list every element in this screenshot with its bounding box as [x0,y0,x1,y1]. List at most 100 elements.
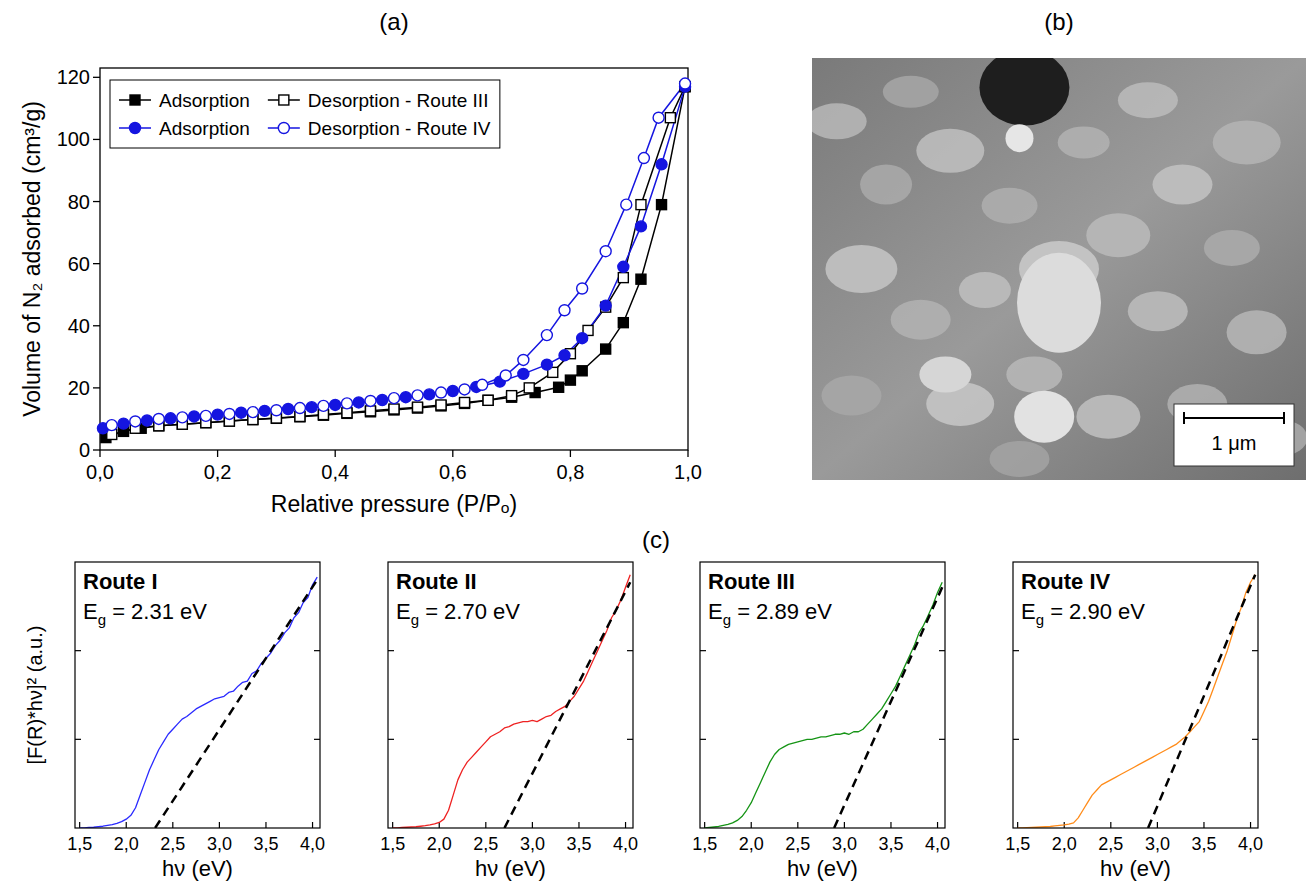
grain [1128,291,1188,331]
x-tick-label: 2,5 [473,834,498,854]
particle [919,357,971,393]
spectrum-line [393,575,631,828]
data-point [477,379,488,390]
data-point [657,200,667,210]
x-tick [704,822,705,828]
data-point [665,113,675,123]
data-point [189,411,200,422]
y-tick [939,739,945,740]
x-tick-label: 3,0 [832,834,857,854]
y-tick [1252,650,1258,651]
panel-a: (a)0,00,20,40,60,81,0020406080100120Rela… [19,8,702,517]
series-lines [103,84,685,438]
x-axis-title: hν (eV) [475,856,546,881]
image-background [812,58,1306,480]
grain [1076,395,1140,439]
x-tick-label: 2,0 [114,834,139,854]
x-tick-label: 0,0 [86,461,114,483]
data-point [577,366,587,376]
x-tick [751,822,752,828]
data-point [559,305,570,316]
y-tick [1013,650,1019,651]
x-tick [172,822,173,828]
data-point [365,407,375,417]
y-tick [1013,739,1019,740]
sem-image [812,58,1306,480]
legend-box [110,80,500,148]
data-point [294,403,305,414]
data-point [353,397,364,408]
data-point [318,400,329,411]
x-axis-title: hν (eV) [1100,856,1171,881]
data-point [500,370,511,381]
grain [825,245,897,293]
legend: AdsorptionDesorption - Route IIIAdsorpti… [110,80,500,148]
data-point [306,402,317,413]
series-markers [97,78,690,443]
y-tick [939,650,945,651]
data-point [389,405,399,415]
subplot-title: Route I [83,569,158,594]
data-point [341,398,352,409]
text-subscript: g [1036,611,1044,628]
data-point [389,404,399,414]
series-line [103,87,685,429]
plot-data [80,577,318,828]
text-part: E [708,599,723,624]
data-point [436,400,446,410]
legend-item: Desorption - Route III [268,90,489,111]
data-point [259,405,270,416]
x-tick-label: 4,0 [613,834,638,854]
data-point [554,382,564,392]
panel-c-subplot: 1,52,02,53,03,54,0Route IIEg = 2.70 eVhν… [380,562,638,881]
grain [989,441,1049,477]
x-tick [126,822,127,828]
data-point [447,385,458,396]
data-point [212,409,223,420]
legend-label: Desorption - Route III [308,90,489,111]
x-tick-label: 3,5 [1191,834,1216,854]
data-point [118,418,129,429]
series-line [112,84,685,426]
panel-b: (b)1 μm [807,8,1308,480]
data-point [247,407,258,418]
data-point [680,78,691,89]
y-axis-title: Volume of N₂ adsorbed (cm³/g) [19,101,45,417]
x-tick-label: 1,5 [380,834,405,854]
x-axis-title: hν (eV) [787,856,858,881]
plot-frame [100,68,688,450]
data-point [600,300,611,311]
data-point [165,413,176,424]
y-tick [627,650,633,651]
x-tick [392,822,393,828]
data-point [635,221,646,232]
panel-c-subplot: 1,52,02,53,03,54,0Route IVEg = 2.90 eVhν… [1005,562,1263,881]
y-tick [388,650,394,651]
x-tick-label: 2,5 [160,834,185,854]
x-tick-label: 2,0 [1052,834,1077,854]
x-tick [1203,822,1204,828]
data-point [601,344,611,354]
data-point [460,397,470,407]
x-tick [1250,822,1251,828]
data-point [412,390,423,401]
data-point [271,405,282,416]
grain [1006,357,1062,393]
legend-label: Desorption - Route IV [308,118,491,139]
data-point [142,415,153,426]
x-tick-label: 2,0 [427,834,452,854]
legend-label: Adsorption [159,118,250,139]
data-point [577,283,588,294]
data-point [518,354,529,365]
plot-frame [700,562,945,828]
y-tick [314,739,320,740]
data-point [224,408,235,419]
band-gap-label: Eg = 2.31 eV [83,599,207,628]
data-point [400,392,411,403]
data-point [621,199,632,210]
text-part: = 2.31 eV [106,599,207,624]
data-point [507,391,517,401]
x-tick-label: 4,0 [925,834,950,854]
data-point [130,416,141,427]
data-point [424,389,435,400]
